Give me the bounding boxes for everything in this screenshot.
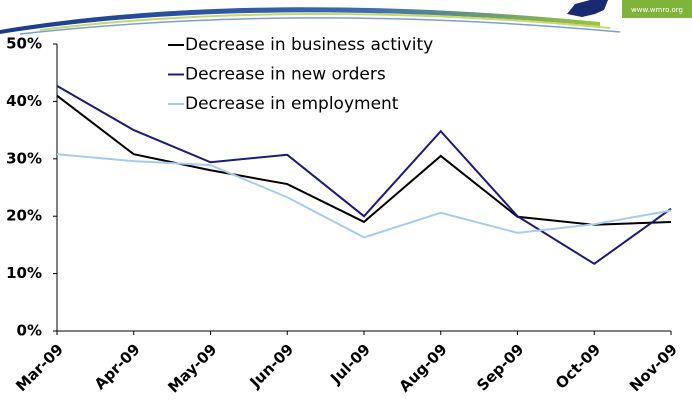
y-tick-label: 10%	[6, 264, 42, 282]
y-tick-label: 40%	[6, 92, 42, 110]
logo-text: www.wmro.org	[631, 6, 683, 14]
x-tick-label: Jun-09	[246, 340, 298, 392]
series-line	[56, 85, 672, 266]
x-tick-label: Mar-09	[12, 340, 67, 395]
y-tick-label: 0%	[17, 322, 42, 340]
x-tick-label: Nov-09	[626, 340, 681, 395]
logo-box	[622, 0, 692, 18]
legend-label: Decrease in business activity	[185, 35, 433, 55]
x-tick-label: Aug-09	[396, 340, 451, 395]
header-swoosh	[0, 0, 621, 35]
series-line	[56, 94, 672, 226]
x-tick-label: Jul-09	[326, 340, 374, 388]
x-tick-label: Sep-09	[473, 340, 527, 394]
legend-label: Decrease in new orders	[185, 65, 386, 85]
x-tick-label: Oct-09	[552, 340, 604, 392]
y-tick-label: 50%	[6, 35, 42, 53]
legend-label: Decrease in employment	[185, 94, 399, 114]
series-line	[56, 153, 672, 239]
y-tick-label: 30%	[6, 149, 42, 167]
x-tick-label: May-09	[164, 340, 220, 396]
x-tick-label: Apr-09	[91, 340, 144, 393]
y-tick-label: 20%	[6, 207, 42, 225]
